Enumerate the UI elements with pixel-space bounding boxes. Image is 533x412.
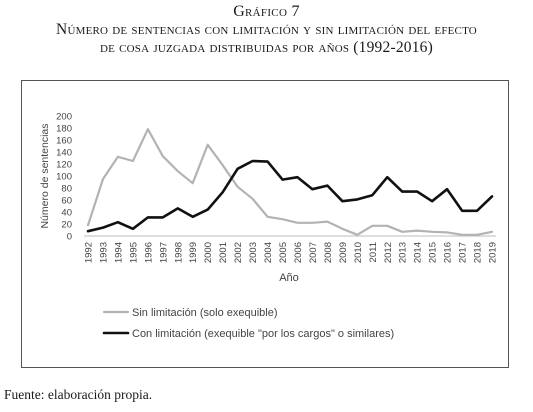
x-tick-label: 2007 [308, 242, 319, 263]
x-axis-title: Año [279, 272, 299, 284]
x-tick-label: 1998 [173, 242, 184, 263]
x-tick-label: 2016 [443, 242, 454, 263]
x-tick-label: 1999 [188, 242, 199, 263]
legend: Sin limitación (solo exequible) Con limit… [102, 307, 394, 340]
x-tick-label: 2008 [323, 242, 334, 263]
x-tick-label: 1992 [84, 242, 95, 263]
y-tick-label: 120 [56, 160, 72, 171]
x-tick-label: 2009 [338, 242, 349, 263]
y-tick-label: 60 [61, 196, 72, 207]
figure-title-line-2: de cosa juzgada distribuidas por años (1… [99, 39, 433, 56]
figure-label: Gráfico 7 [233, 3, 300, 20]
x-tick-label: 2004 [263, 242, 274, 263]
x-tick-label: 2001 [218, 242, 229, 263]
y-tick-label: 100 [56, 172, 72, 183]
x-tick-label: 2006 [293, 242, 304, 263]
y-axis-title: Número de sentencias [39, 123, 51, 228]
x-tick-label: 1993 [98, 242, 109, 263]
x-tick-label: 2018 [473, 242, 484, 263]
x-tick-label: 2019 [488, 242, 499, 263]
y-tick-label: 0 [67, 232, 72, 243]
x-axis-title-text: Año [279, 272, 299, 284]
legend-label: Sin limitación (solo exequible) [132, 307, 278, 319]
x-tick-label: 2010 [353, 242, 364, 263]
y-tick-label: 140 [56, 148, 72, 159]
y-tick-label: 180 [56, 124, 72, 135]
x-tick-label: 2002 [233, 242, 244, 263]
figure-title-line-1: Número de sentencias con limitación y si… [56, 21, 477, 38]
x-tick-label: 2011 [368, 242, 379, 262]
x-tick-label: 1994 [113, 242, 124, 263]
source-note: Fuente: elaboración propia. [4, 387, 153, 402]
x-tick-label: 2012 [383, 242, 394, 263]
x-tick-label: 2013 [398, 242, 409, 263]
y-tick-label: 40 [61, 208, 72, 219]
x-tick-label: 2000 [203, 242, 214, 263]
y-tick-label: 20 [61, 220, 72, 231]
series-line-sin-limitacion [86, 128, 494, 236]
series-lines [86, 128, 494, 236]
x-tick-label: 2015 [428, 242, 439, 263]
x-tick-label: 1995 [128, 242, 139, 263]
y-axis-title-text: Número de sentencias [39, 123, 51, 228]
x-tick-label: 2005 [278, 242, 289, 263]
y-tick-label: 80 [61, 184, 72, 195]
y-tick-label: 200 [56, 112, 72, 123]
series-line-con-limitacion [86, 159, 494, 233]
legend-label: Con limitación (exequible "por los cargo… [132, 328, 394, 340]
x-tick-label: 2003 [248, 242, 259, 263]
x-tick-labels: 1992 1993 1994 1995 1996 1997 1998 1999 2000 2001… [84, 242, 499, 263]
x-tick-label: 2014 [413, 242, 424, 263]
x-tick-label: 1996 [143, 242, 154, 263]
y-tick-label: 160 [56, 136, 72, 147]
x-tick-label: 2017 [458, 242, 469, 263]
chart-frame [21, 80, 509, 368]
x-tick-label: 1997 [158, 242, 169, 263]
